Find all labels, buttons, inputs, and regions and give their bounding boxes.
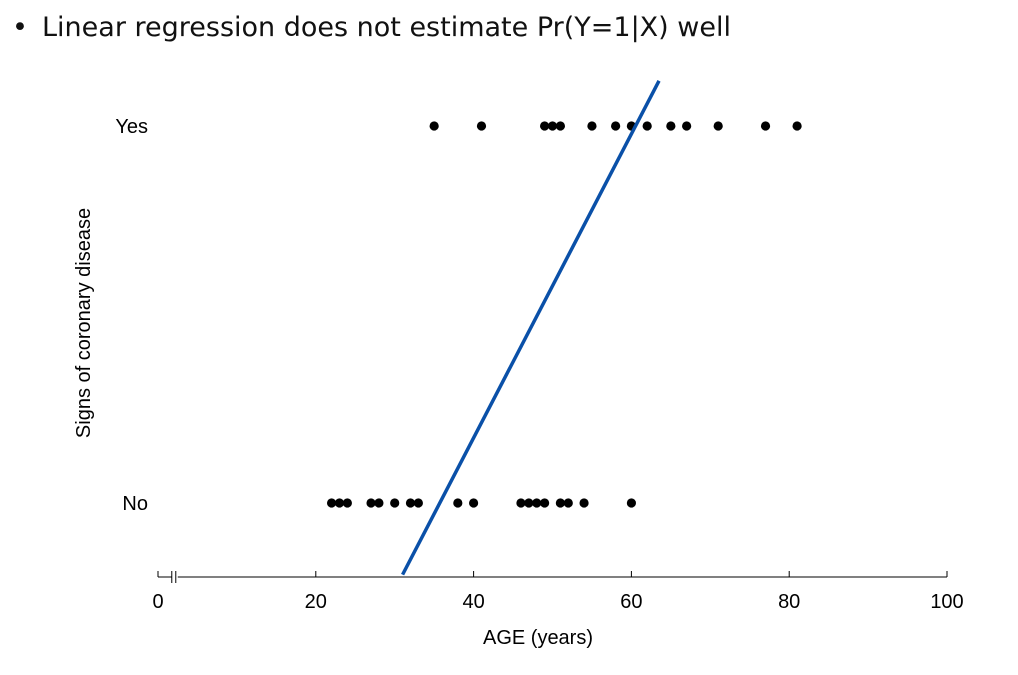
- data-point-yes: [682, 121, 692, 131]
- x-axis: [158, 571, 947, 583]
- x-axis-title: AGE (years): [483, 627, 593, 649]
- data-point-no: [524, 498, 534, 508]
- data-point-no: [405, 498, 416, 508]
- data-point-no: [342, 498, 352, 508]
- data-point-no: [555, 498, 565, 508]
- data-points: [326, 121, 802, 508]
- data-point-no: [516, 498, 526, 508]
- data-point-no: [563, 498, 573, 508]
- data-point-yes: [760, 121, 771, 131]
- data-point-no: [366, 498, 376, 508]
- x-axis-ticks: 0 20 40 60 80 100: [152, 571, 964, 613]
- x-tick-label: 20: [305, 591, 327, 613]
- data-point-yes: [587, 121, 597, 131]
- regression-line-group: [401, 79, 661, 576]
- data-point-yes: [540, 121, 550, 131]
- bullet-glyph: •: [12, 12, 28, 43]
- bullet-text: Linear regression does not estimate Pr(Y…: [42, 12, 731, 43]
- data-point-yes: [611, 121, 621, 131]
- x-tick-label: 100: [930, 591, 963, 613]
- data-point-yes: [713, 121, 723, 131]
- data-point-no: [579, 498, 589, 508]
- data-point-yes: [547, 121, 558, 131]
- slide-bullet: • Linear regression does not estimate Pr…: [12, 12, 731, 43]
- data-point-no: [532, 498, 542, 508]
- data-point-no: [334, 498, 345, 508]
- regression-line: [401, 79, 661, 576]
- data-point-yes: [429, 121, 439, 131]
- data-point-yes: [642, 121, 652, 131]
- data-point-no: [413, 498, 423, 508]
- data-point-yes: [476, 121, 487, 131]
- data-point-no: [390, 498, 400, 508]
- data-point-no: [469, 498, 479, 508]
- x-tick-label: 0: [152, 591, 163, 613]
- x-tick-label: 80: [778, 591, 800, 613]
- data-point-no: [374, 498, 384, 508]
- x-tick-label: 40: [462, 591, 484, 613]
- y-axis-title: Signs of coronary disease: [73, 208, 95, 438]
- data-point-no: [326, 498, 337, 508]
- data-point-yes: [792, 121, 802, 131]
- data-point-no: [626, 498, 637, 508]
- y-category-label-yes: Yes: [115, 116, 148, 138]
- data-point-yes: [666, 121, 676, 131]
- x-tick-label: 60: [620, 591, 642, 613]
- data-point-no: [540, 498, 550, 508]
- data-point-no: [453, 498, 463, 508]
- y-category-label-no: No: [122, 493, 148, 515]
- data-point-yes: [555, 121, 565, 131]
- y-axis-category-labels: No Yes: [115, 116, 148, 515]
